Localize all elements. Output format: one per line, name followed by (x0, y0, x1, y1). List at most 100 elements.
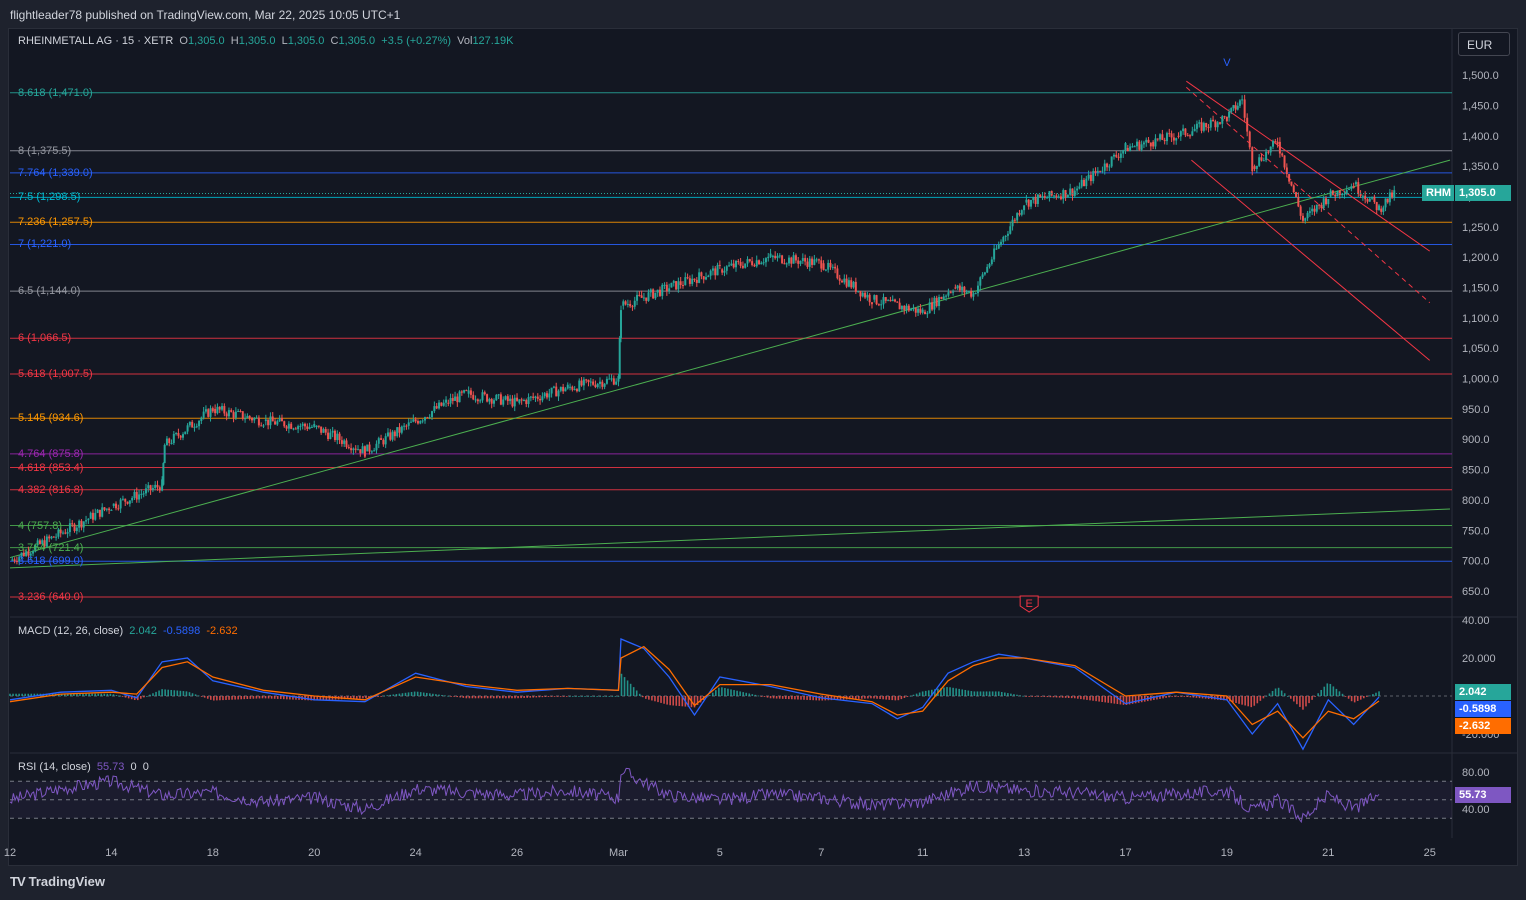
macd-histogram-bar (739, 691, 741, 696)
candle-body (914, 307, 917, 313)
candle-body (1271, 140, 1274, 147)
candle-body (380, 438, 383, 440)
macd-histogram-bar (295, 696, 297, 700)
candle-body (1311, 208, 1314, 212)
candle-body (52, 536, 55, 538)
macd-histogram-bar (368, 696, 370, 698)
macd-histogram-bar (1189, 696, 1192, 698)
macd-histogram-bar (82, 693, 84, 696)
candle-body (681, 285, 684, 287)
candle-body (702, 276, 705, 280)
macd-legend[interactable]: MACD (12, 26, close) 2.042 -0.5898 -2.63… (18, 625, 238, 637)
candle-body (864, 292, 867, 298)
macd-histogram-bar (279, 696, 282, 700)
candle-body (94, 512, 97, 520)
candle-body (952, 291, 955, 293)
candle-body (1011, 219, 1014, 227)
candle-body (1071, 188, 1074, 196)
candle-body (1126, 147, 1129, 152)
candle-body (138, 494, 141, 500)
macd-histogram-bar (800, 696, 802, 700)
candle-body (919, 308, 922, 313)
candle-body (490, 398, 493, 404)
macd-histogram-bar (833, 696, 836, 700)
candle-body (1357, 182, 1360, 194)
macd-histogram-bar (73, 693, 75, 696)
macd-histogram-bar (188, 692, 191, 696)
symbol-label[interactable]: RHEINMETALL AG · 15 · XETR (18, 35, 174, 47)
candle-body (1078, 186, 1081, 189)
y-tick-label: 900.0 (1462, 434, 1490, 446)
candle-body (571, 386, 574, 390)
candle-body (241, 411, 244, 419)
macd-histogram-bar (1250, 696, 1253, 708)
macd-histogram-bar (495, 696, 498, 699)
trend-line (9, 159, 1451, 559)
candle-body (921, 309, 924, 313)
candle-body (1359, 193, 1362, 197)
candle-body (852, 281, 855, 288)
currency-button[interactable]: EUR (1458, 32, 1510, 56)
candle-body (283, 421, 286, 427)
candle-body (1306, 212, 1309, 219)
tradingview-logo[interactable]: TV TradingView (10, 874, 105, 889)
candle-body (400, 426, 403, 433)
candle-body (472, 394, 475, 400)
candle-body (900, 305, 903, 310)
candle-body (741, 265, 744, 268)
candle-body (1384, 198, 1387, 208)
candle-body (36, 540, 39, 546)
macd-histogram-bar (1022, 695, 1024, 697)
macd-histogram-bar (964, 689, 967, 696)
candle-body (1388, 192, 1391, 203)
vol-key: Vol (457, 35, 473, 47)
macd-histogram-bar (365, 696, 367, 699)
candle-body (1172, 137, 1175, 141)
macd-histogram-bar (127, 696, 130, 699)
candle-body (1378, 205, 1381, 211)
macd-histogram-bar (894, 696, 897, 701)
candle-body (267, 419, 270, 426)
macd-histogram-bar (584, 696, 586, 697)
candle-body (492, 400, 495, 404)
macd-histogram-bar (1353, 696, 1356, 703)
candle-body (603, 383, 606, 387)
candle-body (287, 423, 290, 429)
candle-body (947, 292, 950, 296)
candle-body (589, 381, 592, 383)
candle-body (1288, 174, 1291, 182)
candle-body (237, 410, 240, 412)
candle-body (716, 264, 719, 276)
candle-body (820, 260, 823, 269)
candle-body (509, 398, 512, 402)
candle-body (1170, 133, 1173, 138)
candle-body (262, 425, 265, 427)
macd-histogram-bar (921, 691, 924, 696)
macd-histogram-bar (815, 696, 817, 701)
candle-body (935, 297, 938, 307)
rsi-legend[interactable]: RSI (14, close) 55.73 0 0 (18, 761, 149, 773)
macd-histogram-bar (991, 691, 994, 696)
candle-body (562, 386, 565, 392)
macd-histogram-bar (1265, 695, 1268, 697)
macd-histogram-bar (891, 696, 894, 701)
candle-body (403, 425, 406, 427)
candle-body (573, 389, 576, 391)
macd-histogram-bar (958, 688, 960, 696)
candle-body (32, 551, 35, 554)
candle-body (543, 393, 546, 397)
y-tick-label: 1,100.0 (1462, 313, 1499, 325)
chart-area[interactable] (8, 28, 1518, 866)
macd-histogram-bar (553, 696, 556, 697)
candle-body (723, 270, 726, 273)
candle-body (474, 399, 477, 401)
candle-body (518, 399, 521, 403)
macd-histogram-bar (1107, 696, 1110, 703)
macd-histogram-bar (599, 696, 601, 697)
macd-histogram-bar (565, 696, 568, 697)
candle-body (1262, 160, 1265, 162)
macd-histogram-bar (176, 690, 179, 696)
candle-body (1168, 133, 1171, 135)
candle-body (1202, 123, 1205, 131)
